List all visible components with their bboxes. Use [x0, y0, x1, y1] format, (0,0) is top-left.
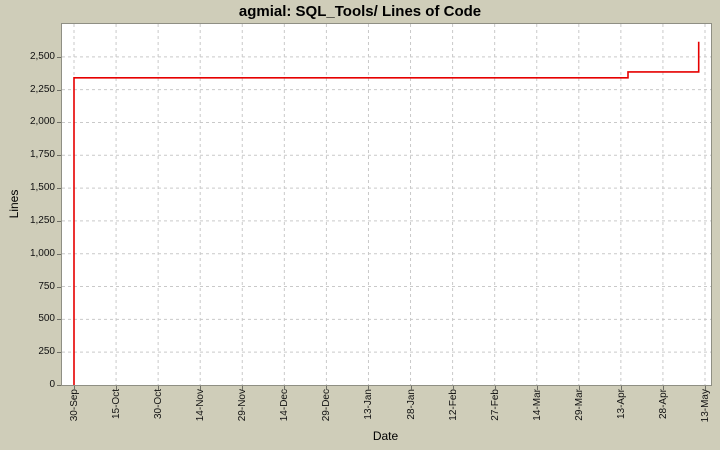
- x-tick-mark: [494, 386, 496, 390]
- y-tick-label: 2,500: [29, 50, 55, 62]
- x-tick-label: 15-Oct: [111, 389, 123, 420]
- x-tick-mark: [74, 386, 75, 390]
- x-tick-mark: [242, 386, 244, 390]
- x-tick-mark: [578, 386, 580, 390]
- x-tick-mark: [452, 386, 454, 390]
- y-tick-mark: [57, 385, 61, 386]
- plot-area: [61, 23, 712, 386]
- x-tick-label: 28-Apr: [657, 389, 669, 420]
- x-tick-mark: [158, 386, 160, 390]
- x-tick-label: 30-Sep: [69, 389, 80, 422]
- x-tick-label: 13-May: [700, 389, 711, 423]
- y-tick-label: 500: [38, 313, 55, 325]
- y-tick-mark: [57, 155, 61, 157]
- x-tick-label: 14-Dec: [279, 389, 291, 422]
- y-tick-label: 1,500: [29, 182, 55, 194]
- x-tick-label: 14-Nov: [195, 389, 207, 422]
- chart-title: agmial: SQL_Tools/ Lines of Code: [238, 3, 482, 20]
- y-tick-mark: [57, 352, 61, 354]
- x-tick-label: 12-Feb: [447, 389, 459, 421]
- x-tick-mark: [705, 386, 706, 390]
- y-tick-mark: [57, 89, 61, 91]
- y-tick-label: 1,750: [29, 149, 55, 161]
- x-tick-label: 14-Mar: [531, 389, 543, 421]
- y-tick-label: 750: [38, 280, 55, 292]
- y-tick-label: 250: [38, 346, 55, 358]
- y-tick-label: 2,000: [29, 116, 55, 128]
- x-tick-label: 13-Apr: [615, 389, 627, 420]
- y-tick-mark: [57, 56, 61, 58]
- x-tick-label: 30-Oct: [153, 389, 165, 420]
- x-tick-mark: [326, 386, 328, 390]
- x-tick-mark: [410, 386, 412, 390]
- y-tick-mark: [57, 286, 61, 288]
- y-tick-label: 1,250: [29, 214, 55, 226]
- y-tick-label: 1,000: [29, 247, 55, 259]
- x-tick-label: 13-Jan: [363, 389, 375, 420]
- y-tick-mark: [57, 122, 61, 124]
- x-tick-label: 29-Dec: [321, 389, 333, 422]
- x-tick-label: 27-Feb: [489, 389, 501, 421]
- x-tick-mark: [200, 386, 202, 390]
- y-tick-mark: [57, 253, 61, 255]
- y-tick-label: 0: [49, 379, 55, 390]
- plot-svg: [62, 24, 711, 385]
- gridlines: [62, 24, 711, 385]
- x-tick-mark: [368, 386, 370, 390]
- x-tick-label: 29-Nov: [237, 389, 249, 422]
- x-tick-label: 28-Jan: [405, 389, 417, 420]
- x-tick-mark: [620, 386, 622, 390]
- x-tick-mark: [536, 386, 538, 390]
- series-line-lines-of-code: [73, 41, 700, 385]
- y-tick-mark: [57, 319, 61, 321]
- x-tick-mark: [662, 386, 664, 390]
- x-tick-mark: [284, 386, 286, 390]
- y-tick-mark: [57, 188, 61, 190]
- x-tick-label: 29-Mar: [573, 389, 585, 421]
- x-axis-label: Date: [372, 429, 399, 443]
- y-tick-label: 2,250: [29, 83, 55, 95]
- y-tick-mark: [57, 220, 61, 222]
- x-tick-mark: [116, 386, 118, 390]
